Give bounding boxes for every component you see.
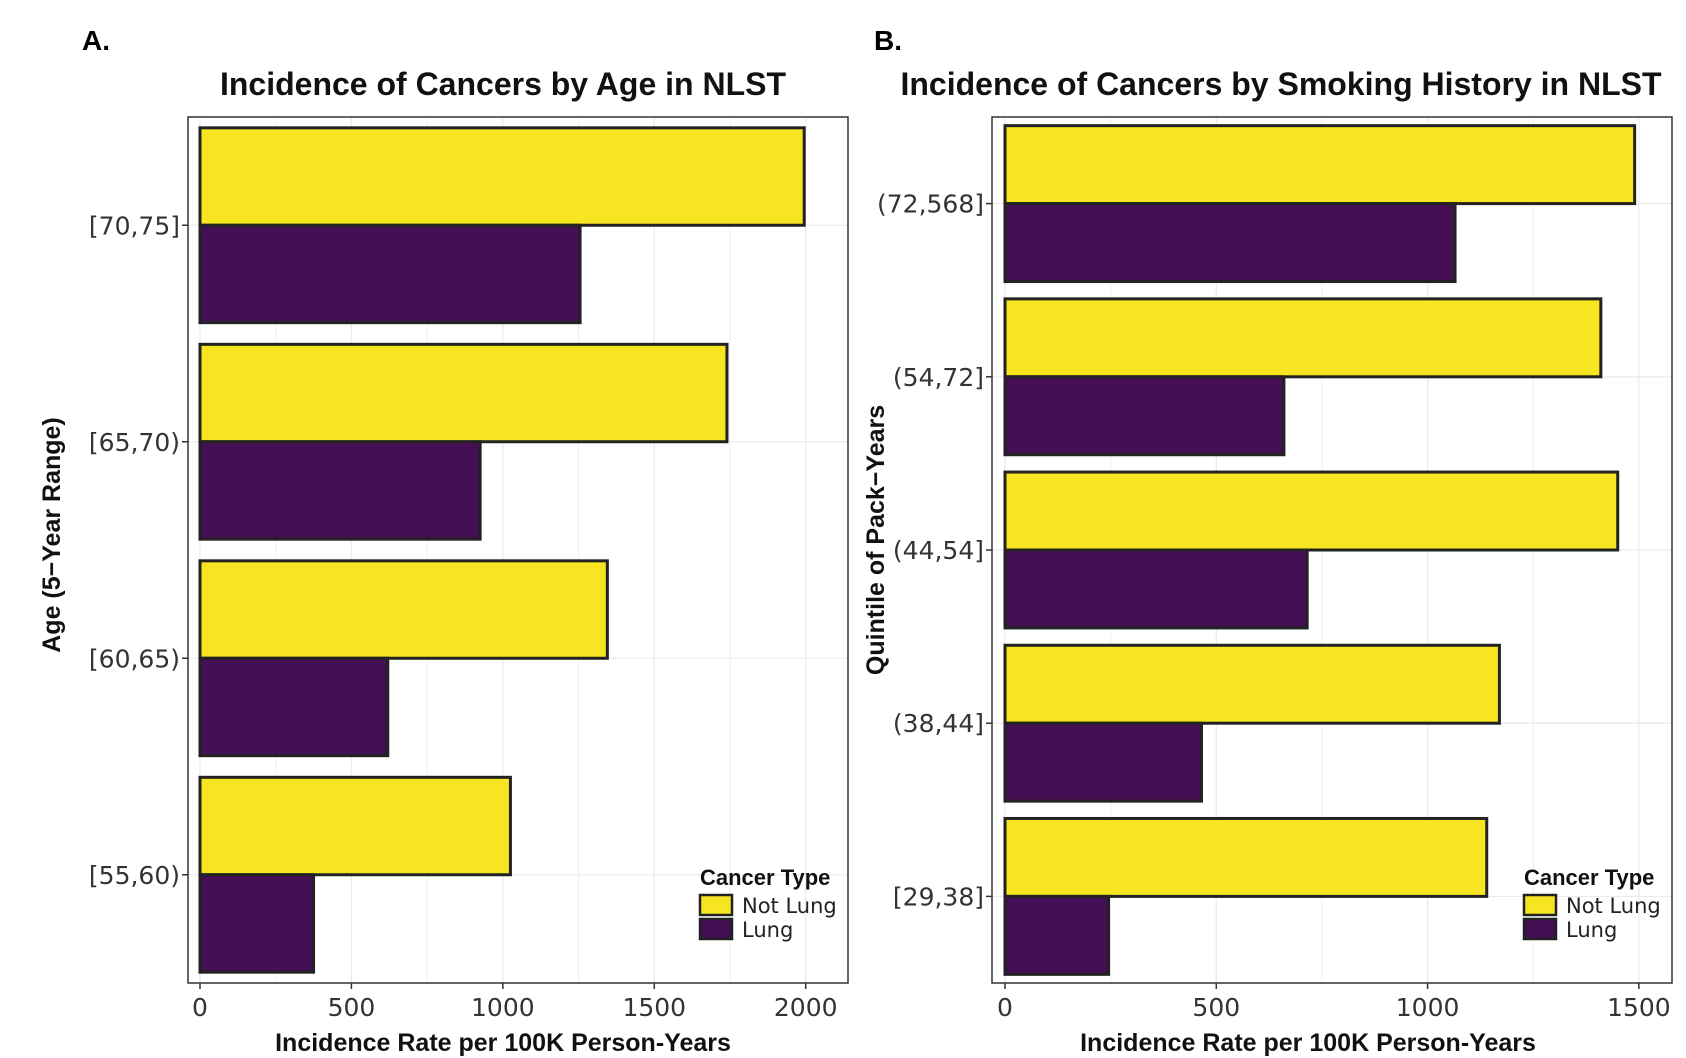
xtick-label-a-1: 500: [328, 993, 376, 1022]
xtick-label-b-3: 1500: [1607, 993, 1671, 1022]
panel-a-xlabel: Incidence Rate per 100K Person-Years: [275, 1029, 731, 1057]
bar-not-lung-b-3: [1003, 297, 1603, 379]
legend-swatch-b-0: [1522, 893, 1558, 917]
panel-b-plot: [29,38] (38,44] (44,54] (54,72] (72,568] 0 500…: [877, 116, 1673, 1022]
legend-swatch-a-0: [698, 893, 734, 917]
bar-lung-a-3: [198, 223, 582, 325]
panel-b-xlabel: Incidence Rate per 100K Person-Years: [1080, 1029, 1536, 1057]
panel-b-tag: B.: [874, 25, 902, 56]
panel-a-ylabel: Age (5−Year Range): [38, 417, 66, 653]
panel-a-tag: A.: [82, 25, 110, 56]
bar-not-lung-a-2: [198, 342, 729, 444]
xtick-label-b-1: 500: [1192, 993, 1240, 1022]
xtick-label-a-2: 1000: [471, 993, 535, 1022]
bar-lung-b-3: [1003, 375, 1286, 457]
bar-lung-a-2: [198, 440, 482, 541]
xtick-label-a-4: 2000: [774, 993, 838, 1022]
panel-b-ylabel: Quintile of Pack−Years: [862, 405, 890, 675]
panel-a-title: Incidence of Cancers by Age in NLST: [220, 66, 787, 102]
ytick-label-b-0: [29,38]: [893, 882, 984, 911]
xtick-label-b-2: 1000: [1396, 993, 1460, 1022]
bar-lung-a-1: [198, 656, 390, 758]
bar-lung-b-1: [1003, 721, 1203, 803]
bar-lung-a-0: [198, 873, 316, 974]
bar-lung-b-4: [1003, 202, 1457, 284]
bar-not-lung-a-3: [198, 126, 806, 227]
panel-b-title: Incidence of Cancers by Smoking History …: [900, 66, 1662, 102]
legend-title-b: Cancer Type: [1524, 865, 1654, 890]
bar-not-lung-b-2: [1003, 470, 1620, 552]
bar-not-lung-b-1: [1003, 643, 1501, 725]
bar-lung-b-2: [1003, 548, 1309, 630]
bar-not-lung-b-0: [1003, 816, 1489, 898]
ytick-label-b-4: (72,568]: [877, 190, 984, 219]
bar-lung-b-0: [1003, 894, 1111, 976]
ytick-label-a-1: [60,65): [89, 644, 180, 673]
panel-a-border: [187, 116, 849, 984]
bar-not-lung-a-0: [198, 775, 512, 877]
legend-label-a-0: Not Lung: [742, 894, 837, 918]
panel-a-plot: [55,60) [60,65) [65,70) [70,75] 0 500 1000 1500…: [89, 116, 849, 1022]
ytick-label-b-3: (54,72]: [893, 363, 984, 392]
legend-swatch-a-1: [698, 917, 734, 941]
ytick-label-a-3: [70,75]: [89, 211, 180, 240]
ytick-label-b-2: (44,54]: [893, 536, 984, 565]
ytick-label-a-0: [55,60): [89, 861, 180, 890]
legend-label-a-1: Lung: [742, 918, 793, 942]
ytick-label-b-1: (38,44]: [893, 709, 984, 738]
bar-not-lung-a-1: [198, 559, 609, 660]
legend-swatch-b-1: [1522, 917, 1558, 941]
xtick-label-a-0: 0: [192, 993, 208, 1022]
bar-not-lung-b-4: [1003, 124, 1637, 206]
xtick-label-a-3: 1500: [622, 993, 686, 1022]
legend-title-a: Cancer Type: [700, 865, 830, 890]
xtick-label-b-0: 0: [997, 993, 1013, 1022]
legend-label-b-0: Not Lung: [1566, 894, 1661, 918]
ytick-label-a-2: [65,70): [89, 428, 180, 457]
legend-label-b-1: Lung: [1566, 918, 1617, 942]
